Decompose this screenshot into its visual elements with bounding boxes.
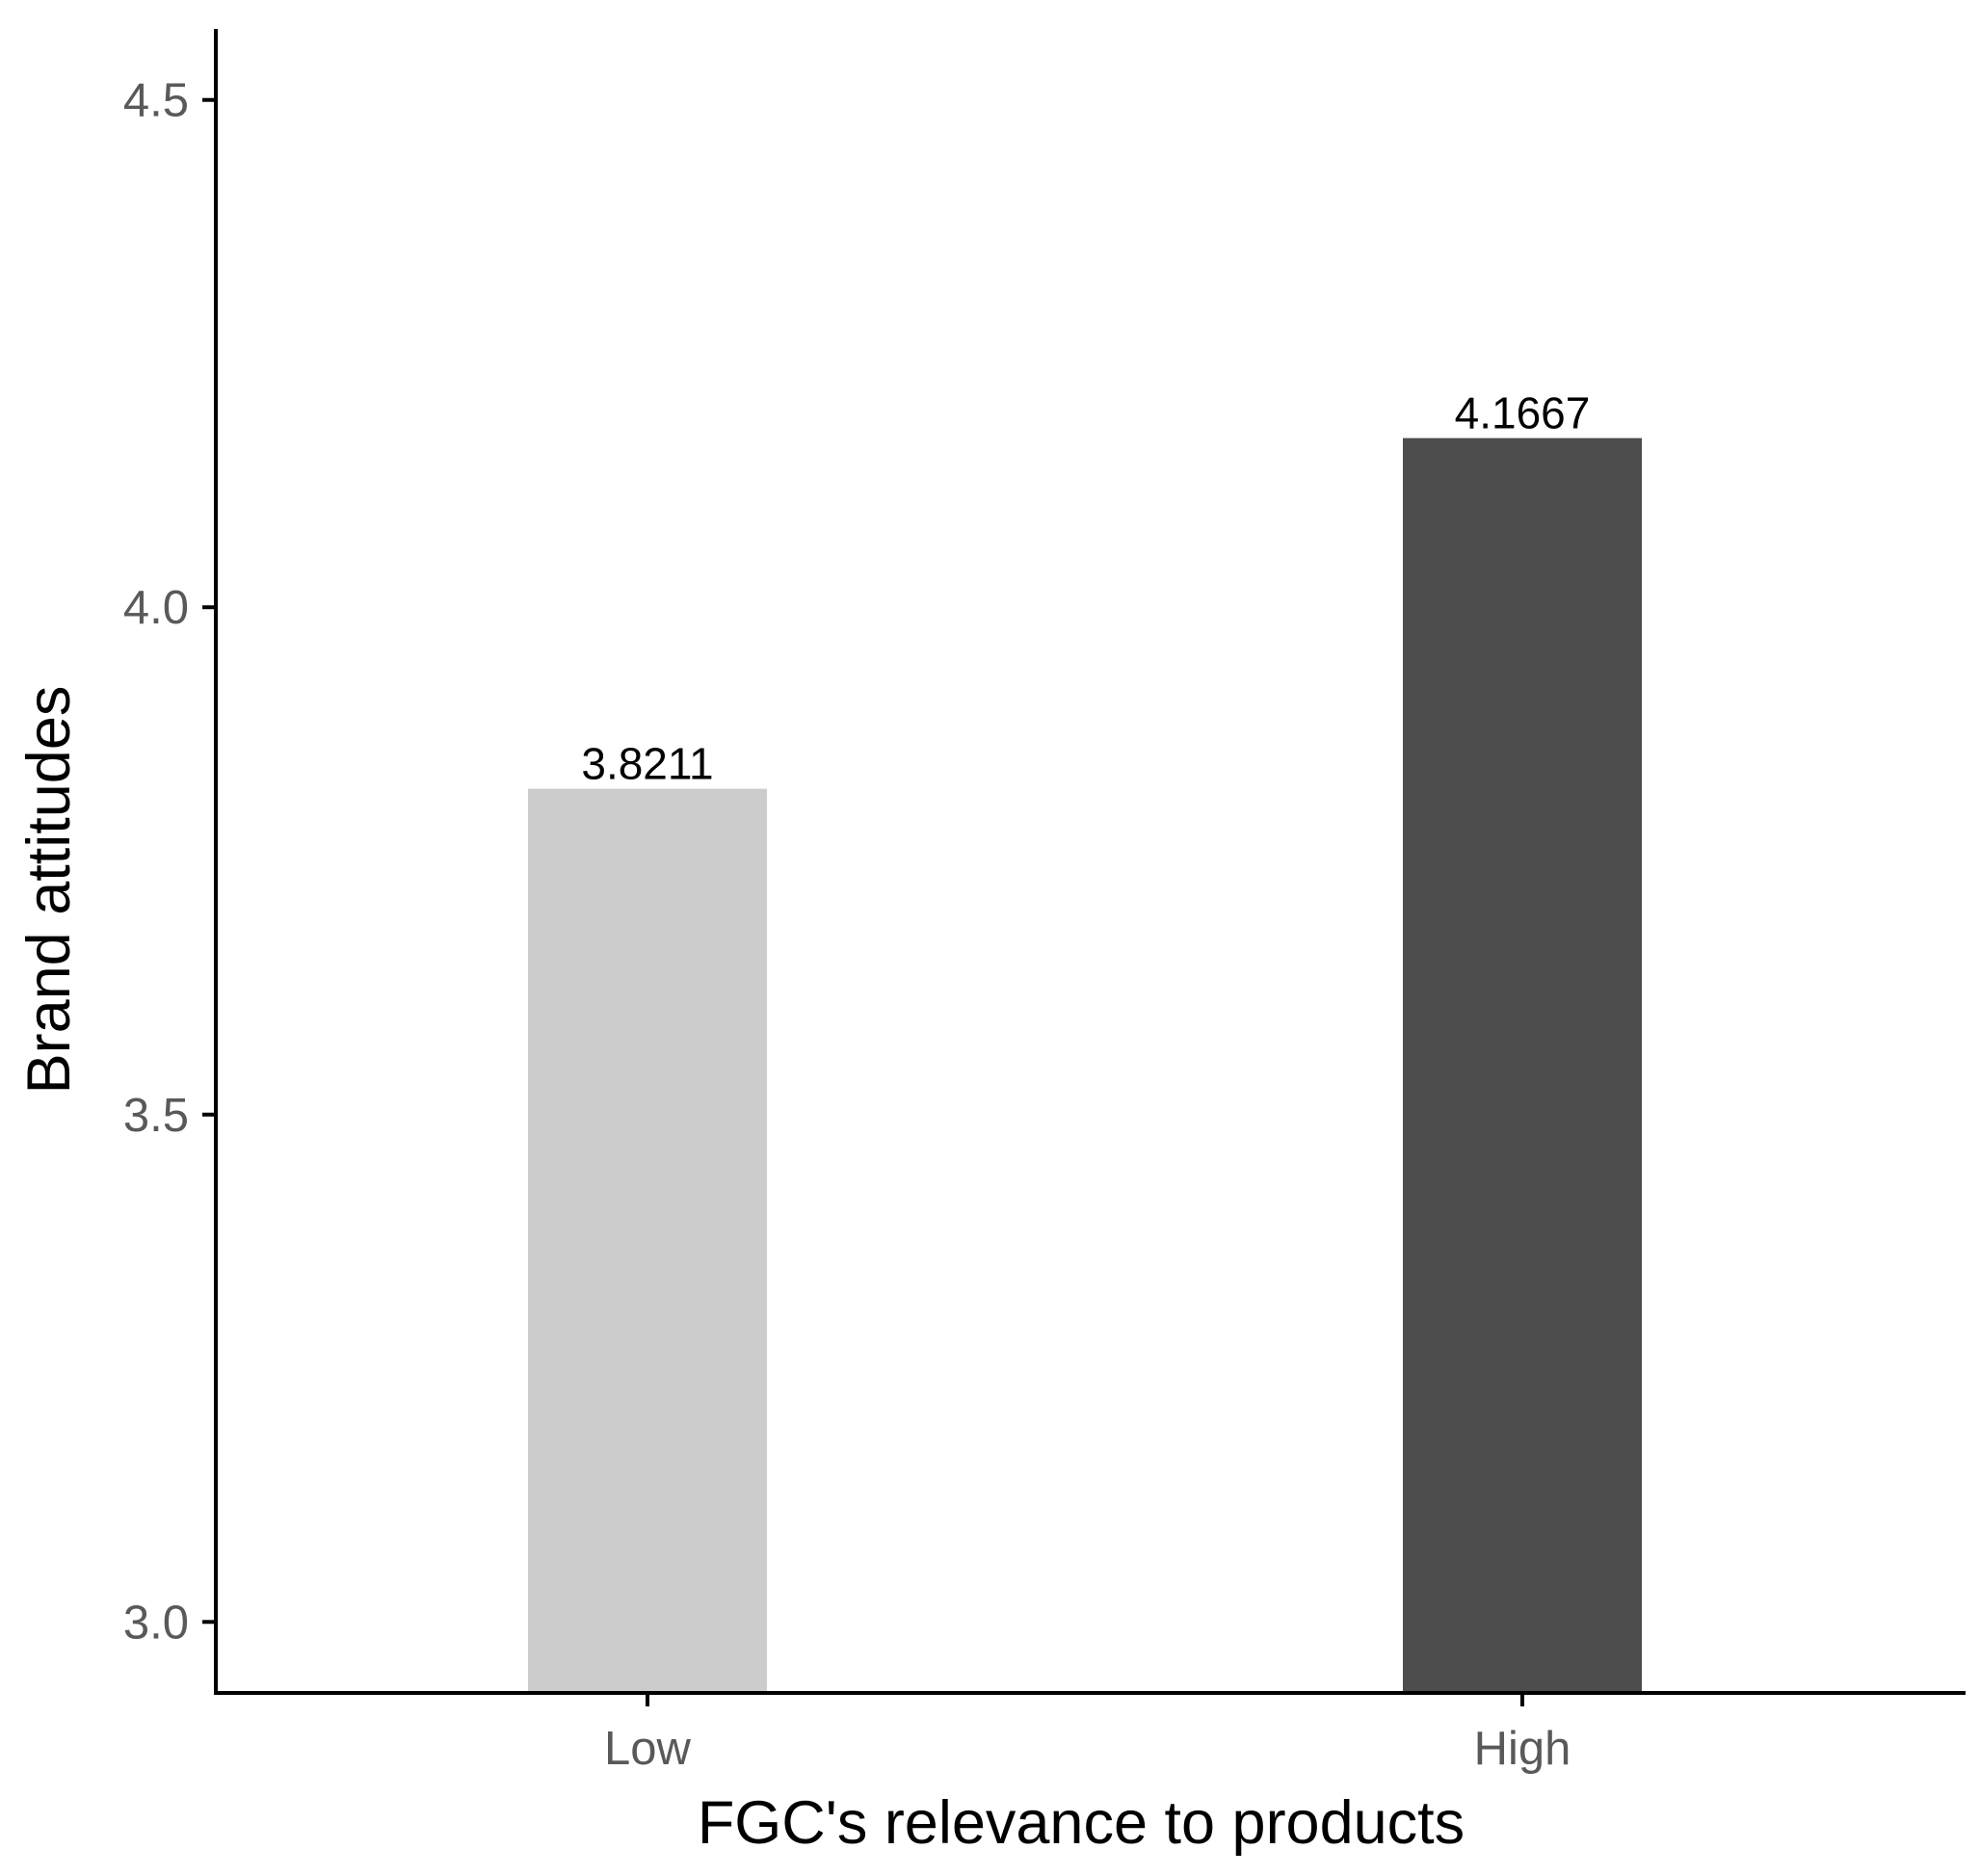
- bar-high: [1403, 437, 1642, 1693]
- y-axis-ticks: 3.0 3.5 4.0 4.5: [123, 75, 216, 1649]
- bar-low: [528, 788, 767, 1693]
- x-axis-ticks: Low High: [604, 1693, 1571, 1775]
- y-axis-title: Brand attitudes: [15, 686, 83, 1095]
- data-label-low: 3.8211: [581, 739, 713, 789]
- x-tick-label-high: High: [1474, 1723, 1571, 1775]
- x-axis-title: FGC's relevance to products: [698, 1789, 1465, 1857]
- y-tick-label: 4.0: [123, 582, 189, 634]
- x-tick-label-low: Low: [604, 1723, 692, 1775]
- y-tick-label: 4.5: [123, 75, 189, 127]
- data-label-high: 4.1667: [1455, 388, 1591, 438]
- y-tick-label: 3.5: [123, 1090, 189, 1142]
- bars: 3.8211 4.1667: [528, 388, 1642, 1693]
- y-tick-label: 3.0: [123, 1597, 189, 1649]
